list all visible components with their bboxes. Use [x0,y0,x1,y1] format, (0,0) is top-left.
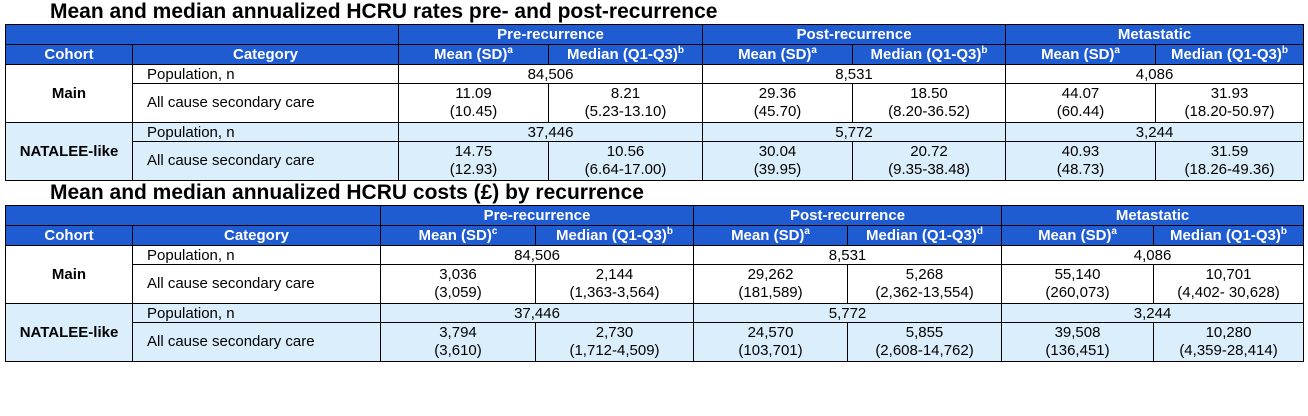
category-all-cause: All cause secondary care [132,322,381,362]
value-cell: 44.07 (60.44) [1005,83,1157,123]
value-cell: 11.09 (10.45) [398,83,549,123]
value-cell: 2,730 (1,712-4,509) [534,322,695,362]
population-post: 5,772 [702,122,1007,142]
cohort-natalee-like: NATALEE-like [5,303,133,362]
col-median-post: Median (Q1-Q3)d [847,225,1003,246]
group-header-row: Pre-recurrence Post-recurrence Metastati… [5,24,1305,45]
category-population: Population, n [132,122,399,142]
rates-table: Pre-recurrence Post-recurrence Metastati… [5,24,1305,181]
population-post: 5,772 [693,303,1003,323]
value-cell: 30.04 (39.95) [702,141,854,181]
value-cell: 55,140 (260,073) [1001,264,1155,304]
table-1-title: Mean and median annualized HCRU rates pr… [50,0,718,23]
table-row: Main Population, n 84,506 8,531 4,086 [5,245,1305,304]
value-cell: 31.93 (18.20-50.97) [1155,83,1305,123]
col-category: Category [132,44,399,65]
col-mean-post: Mean (SD)a [693,225,849,246]
value-cell: 10,701 (4,402- 30,628) [1153,264,1305,304]
category-all-cause: All cause secondary care [132,141,399,181]
col-cohort: Cohort [5,225,133,246]
value-cell: 20.72 (9.35-38.48) [852,141,1007,181]
value-cell: 18.50 (8.20-36.52) [852,83,1007,123]
group-pre: Pre-recurrence [397,24,704,45]
population-post: 8,531 [702,64,1007,84]
table-row: All cause secondary care 3,036 (3,059) 2,… [6,264,1305,304]
header-blank [5,24,399,45]
col-mean-post: Mean (SD)a [702,44,854,65]
table-row: All cause secondary care 3,794 (3,610) 2,… [6,322,1305,362]
value-cell: 5,268 (2,362-13,554) [847,264,1003,304]
value-cell: 39,508 (136,451) [1001,322,1155,362]
col-median-pre: Median (Q1-Q3)b [547,44,704,65]
population-meta: 4,086 [1001,245,1305,265]
col-median-post: Median (Q1-Q3)b [852,44,1007,65]
population-pre: 37,446 [397,122,704,142]
value-cell: 29,262 (181,589) [693,264,849,304]
col-mean-pre: Mean (SD)c [380,225,536,246]
population-meta: 3,244 [1001,303,1305,323]
col-cohort: Cohort [5,44,133,65]
value-cell: 10.56 (6.64-17.00) [547,141,704,181]
value-cell: 10,280 (4,359-28,414) [1153,322,1305,362]
value-cell: 24,570 (103,701) [693,322,849,362]
category-all-cause: All cause secondary care [132,83,399,123]
population-pre: 84,506 [397,64,704,84]
population-post: 8,531 [693,245,1003,265]
table-row: NATALEE-like Population, n 37,446 5,772 … [5,122,1305,181]
header-blank [5,205,381,226]
col-mean-pre: Mean (SD)a [398,44,549,65]
group-post: Post-recurrence [702,24,1007,45]
value-cell: 3,794 (3,610) [380,322,536,362]
table-row: Main Population, n 84,506 8,531 4,086 [5,64,1305,123]
population-pre: 84,506 [379,245,695,265]
col-mean-meta: Mean (SD)a [1005,44,1157,65]
table-row: All cause secondary care 11.09 (10.45) 8.… [6,83,1305,123]
table-2-title: Mean and median annualized HCRU costs (£… [50,181,644,204]
group-pre: Pre-recurrence [379,205,695,226]
value-cell: 31.59 (18.26-49.36) [1155,141,1305,181]
value-cell: 14.75 (12.93) [398,141,549,181]
population-meta: 3,244 [1005,122,1305,142]
category-population: Population, n [132,64,399,84]
column-header-row: Cohort Category Mean (SD)c Median (Q1-Q3… [5,225,1305,246]
cohort-natalee-like: NATALEE-like [5,122,133,181]
col-mean-meta: Mean (SD)a [1001,225,1155,246]
category-population: Population, n [132,303,381,323]
col-median-meta: Median (Q1-Q3)b [1153,225,1305,246]
group-meta: Metastatic [1001,205,1305,226]
value-cell: 40.93 (48.73) [1005,141,1157,181]
col-category: Category [132,225,381,246]
group-post: Post-recurrence [693,205,1003,226]
value-cell: 8.21 (5.23-13.10) [547,83,704,123]
value-cell: 3,036 (3,059) [380,264,536,304]
table-row: All cause secondary care 14.75 (12.93) 10… [6,141,1305,181]
population-meta: 4,086 [1005,64,1305,84]
col-median-pre: Median (Q1-Q3)b [534,225,695,246]
table-row: NATALEE-like Population, n 37,446 5,772 … [5,303,1305,362]
col-median-meta: Median (Q1-Q3)b [1155,44,1305,65]
value-cell: 29.36 (45.70) [702,83,854,123]
group-header-row: Pre-recurrence Post-recurrence Metastati… [5,205,1305,226]
group-meta: Metastatic [1005,24,1305,45]
value-cell: 5,855 (2,608-14,762) [847,322,1003,362]
category-all-cause: All cause secondary care [132,264,381,304]
value-cell: 2,144 (1,363-3,564) [534,264,695,304]
column-header-row: Cohort Category Mean (SD)a Median (Q1-Q3… [5,44,1305,65]
cohort-main: Main [5,245,133,304]
costs-table: Pre-recurrence Post-recurrence Metastati… [5,205,1305,362]
cohort-main: Main [5,64,133,123]
category-population: Population, n [132,245,381,265]
population-pre: 37,446 [379,303,695,323]
